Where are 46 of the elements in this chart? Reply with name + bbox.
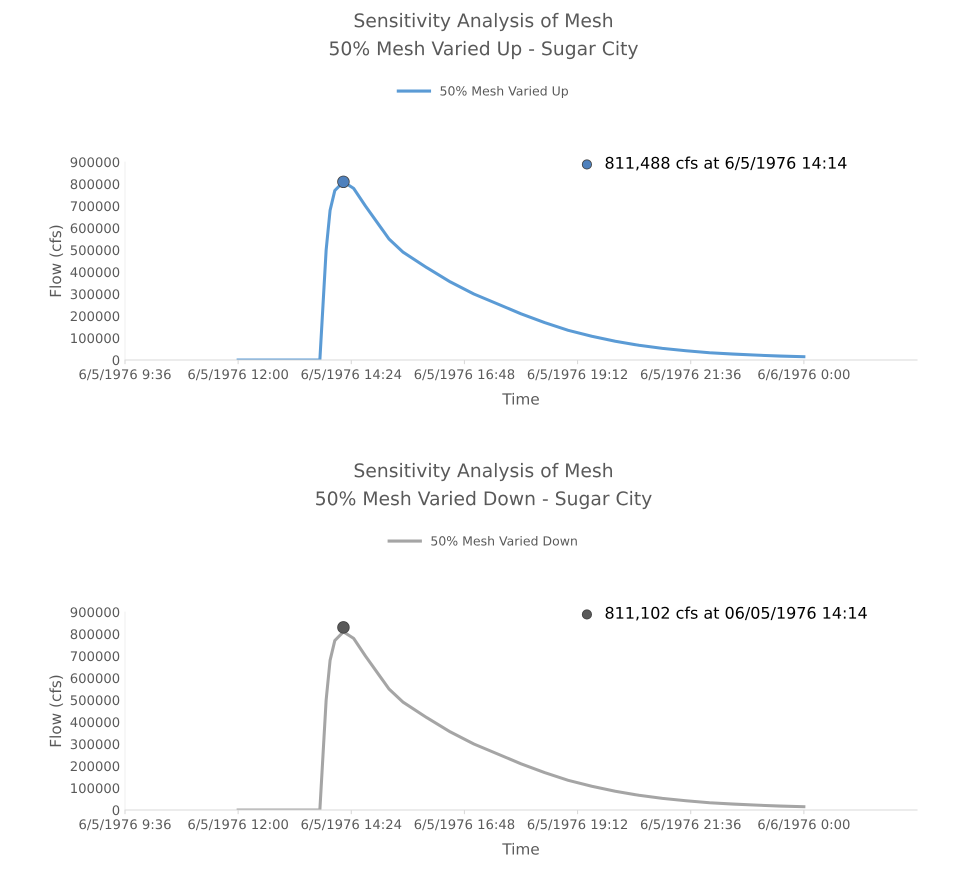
x-tick-label: 6/5/1976 12:00 xyxy=(188,819,288,830)
y-tick-label: 0 xyxy=(112,355,120,366)
x-tick-label: 6/5/1976 21:36 xyxy=(640,369,741,380)
legend-label: 811,488 cfs at 6/5/1976 14:14 xyxy=(606,156,846,170)
y-tick-label: 700000 xyxy=(70,651,120,662)
x-tick-label: 6/5/1976 9:36 xyxy=(79,369,171,380)
legend-label: 811,102 cfs at 06/05/1976 14:14 xyxy=(606,606,867,620)
y-tick-label: 200000 xyxy=(70,761,120,772)
x-tick-label: 6/5/1976 9:36 xyxy=(79,819,171,830)
chart-subtitle: 50% Mesh Varied Up - Sugar City xyxy=(330,40,638,60)
y-tick-label: 400000 xyxy=(70,717,120,728)
y-tick-label: 100000 xyxy=(71,783,120,794)
y-tick-label: 300000 xyxy=(70,289,120,300)
y-tick-label: 600000 xyxy=(70,673,120,684)
y-tick-label: 0 xyxy=(112,805,120,816)
x-tick-label: 6/5/1976 14:24 xyxy=(301,819,402,830)
y-tick-label: 200000 xyxy=(70,311,120,322)
legend-label: 50% Mesh Varied Up xyxy=(440,86,568,98)
x-tick-label: 6/5/1976 19:12 xyxy=(528,819,627,830)
legend-label: 50% Mesh Varied Down xyxy=(431,536,577,546)
y-tick-label: 100000 xyxy=(71,333,120,344)
x-tick-label: 6/6/1976 0:00 xyxy=(758,369,850,380)
chart-title: Sensitivity Analysis of Mesh xyxy=(354,12,612,32)
x-tick-label: 6/5/1976 21:36 xyxy=(640,819,741,830)
chart-title: Sensitivity Analysis of Mesh xyxy=(354,462,612,482)
y-tick-label: 800000 xyxy=(70,629,120,640)
y-tick-label: 600000 xyxy=(70,223,120,234)
x-axis-title: Time xyxy=(502,392,539,405)
y-tick-label: 500000 xyxy=(70,695,120,706)
y-axis-title: Flow (cfs) xyxy=(49,676,64,746)
x-axis-title: Time xyxy=(502,842,539,855)
x-tick-label: 6/5/1976 14:24 xyxy=(301,369,402,380)
y-tick-label: 400000 xyxy=(70,267,120,278)
y-tick-label: 900000 xyxy=(70,157,120,168)
x-tick-label: 6/5/1976 16:48 xyxy=(414,369,514,380)
y-tick-label: 800000 xyxy=(70,179,120,190)
x-tick-label: 6/5/1976 19:12 xyxy=(528,369,627,380)
x-tick-label: 6/5/1976 16:48 xyxy=(414,819,514,830)
y-tick-label: 900000 xyxy=(70,607,120,618)
y-axis-title: Flow (cfs) xyxy=(49,226,64,296)
y-tick-label: 700000 xyxy=(70,201,120,212)
x-tick-label: 6/5/1976 12:00 xyxy=(188,369,288,380)
y-tick-label: 500000 xyxy=(70,245,120,256)
chart-subtitle: 50% Mesh Varied Down - Sugar City xyxy=(316,490,652,510)
y-tick-label: 300000 xyxy=(70,739,120,750)
x-tick-label: 6/6/1976 0:00 xyxy=(758,819,850,830)
